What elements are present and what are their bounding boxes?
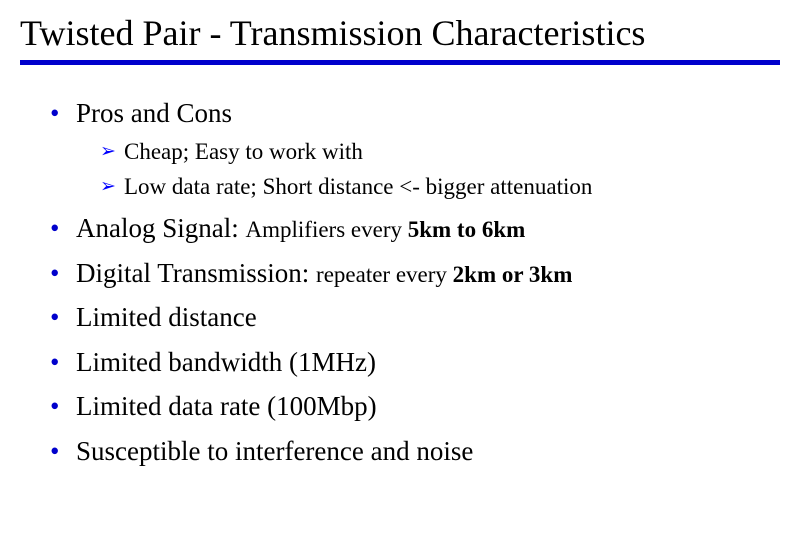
bullet-text: Limited bandwidth (1MHz) — [76, 347, 376, 377]
bullet-item: Limited bandwidth (1MHz) — [50, 342, 780, 383]
bullet-item: Pros and Cons Cheap; Easy to work with L… — [50, 93, 780, 205]
bullet-tail: Amplifiers every — [246, 217, 408, 242]
bullet-text: Pros and Cons — [76, 98, 232, 128]
bullet-tail: repeater every — [316, 262, 453, 287]
title-rule — [20, 60, 780, 65]
sub-bullet-text: Cheap; Easy to work with — [124, 139, 363, 164]
bullet-item: Susceptible to interference and noise — [50, 431, 780, 472]
slide: Twisted Pair - Transmission Characterist… — [0, 0, 800, 495]
sub-bullet-item: Low data rate; Short distance <- bigger … — [100, 170, 780, 205]
bullet-text: Limited distance — [76, 302, 257, 332]
bullet-item: Analog Signal: Amplifiers every 5km to 6… — [50, 208, 780, 249]
sub-bullet-text: Low data rate; Short distance <- bigger … — [124, 174, 592, 199]
bullet-lead: Analog Signal: — [76, 213, 246, 243]
bullet-item: Limited distance — [50, 297, 780, 338]
bullet-bold: 2km or 3km — [453, 262, 573, 287]
sub-bullet-list: Cheap; Easy to work with Low data rate; … — [76, 135, 780, 204]
bullet-text: Susceptible to interference and noise — [76, 436, 473, 466]
bullet-item: Digital Transmission: repeater every 2km… — [50, 253, 780, 294]
bullet-lead: Digital Transmission: — [76, 258, 316, 288]
bullet-text: Limited data rate (100Mbp) — [76, 391, 377, 421]
sub-bullet-item: Cheap; Easy to work with — [100, 135, 780, 170]
bullet-bold: 5km to 6km — [408, 217, 526, 242]
bullet-list: Pros and Cons Cheap; Easy to work with L… — [20, 93, 780, 472]
slide-title: Twisted Pair - Transmission Characterist… — [20, 14, 780, 54]
bullet-item: Limited data rate (100Mbp) — [50, 386, 780, 427]
